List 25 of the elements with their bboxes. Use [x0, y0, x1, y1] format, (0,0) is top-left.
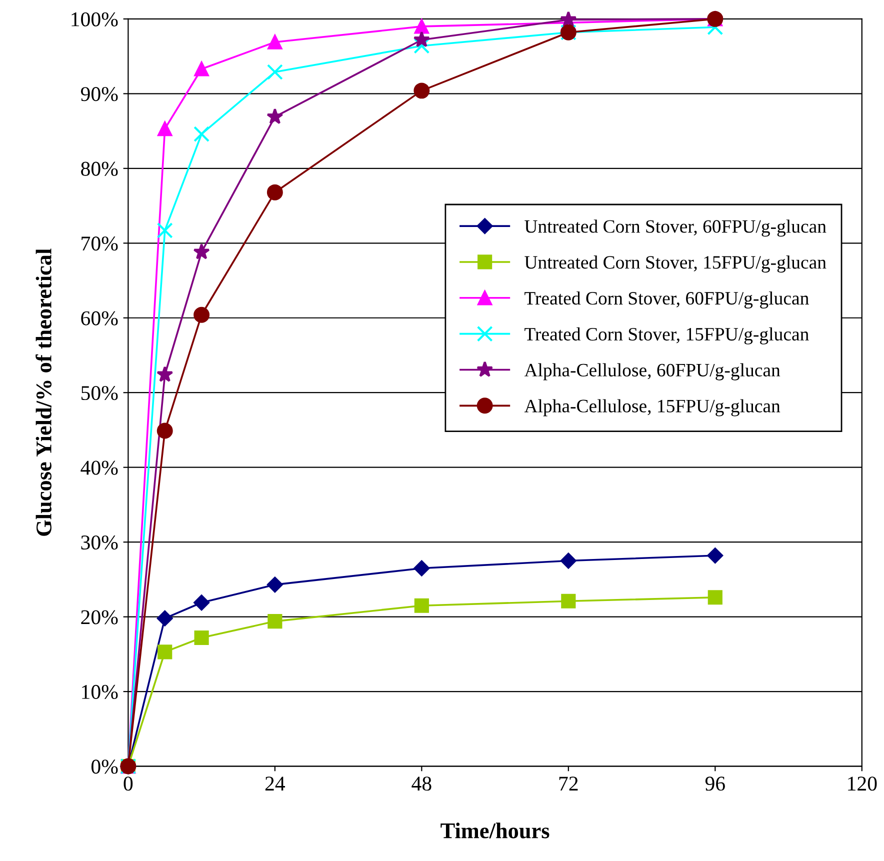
y-axis-title: Glucose Yield/% of theoretical	[36, 248, 52, 536]
y-tick-label: 60%	[81, 311, 118, 326]
y-tick-label: 80%	[81, 162, 118, 176]
y-tick-label: 70%	[82, 236, 118, 251]
x-axis-title: Time/hours	[440, 822, 550, 838]
y-tick-label: 40%	[80, 460, 118, 475]
legend-label: Untreated Corn Stover, 60FPU/g-glucan	[524, 220, 826, 237]
legend-label: Alpha-Cellulose, 15FPU/g-glucan	[524, 399, 780, 416]
y-tick-label: 100%	[72, 12, 118, 26]
x-tick-label: 24	[265, 776, 286, 790]
y-tick-label: 30%	[81, 535, 118, 550]
legend-label: Untreated Corn Stover, 15FPU/g-glucan	[524, 256, 826, 273]
legend-label: Treated Corn Stover, 15FPU/g-glucan	[524, 327, 809, 344]
y-tick-label: 10%	[82, 684, 118, 700]
x-tick-label: 120	[848, 776, 877, 791]
x-tick-label: 96	[705, 776, 725, 791]
x-tick-label: 0	[124, 776, 133, 791]
legend-label: Treated Corn Stover, 60FPU/g-glucan	[524, 291, 809, 309]
y-tick-label: 20%	[81, 610, 118, 624]
legend-label: Alpha-Cellulose, 60FPU/g-glucan	[524, 363, 780, 380]
y-tick-label: 50%	[81, 386, 118, 400]
y-tick-label: 0%	[91, 760, 118, 774]
x-tick-label: 72	[559, 776, 578, 790]
x-tick-label: 48	[412, 776, 432, 791]
y-tick-label: 90%	[80, 87, 118, 102]
